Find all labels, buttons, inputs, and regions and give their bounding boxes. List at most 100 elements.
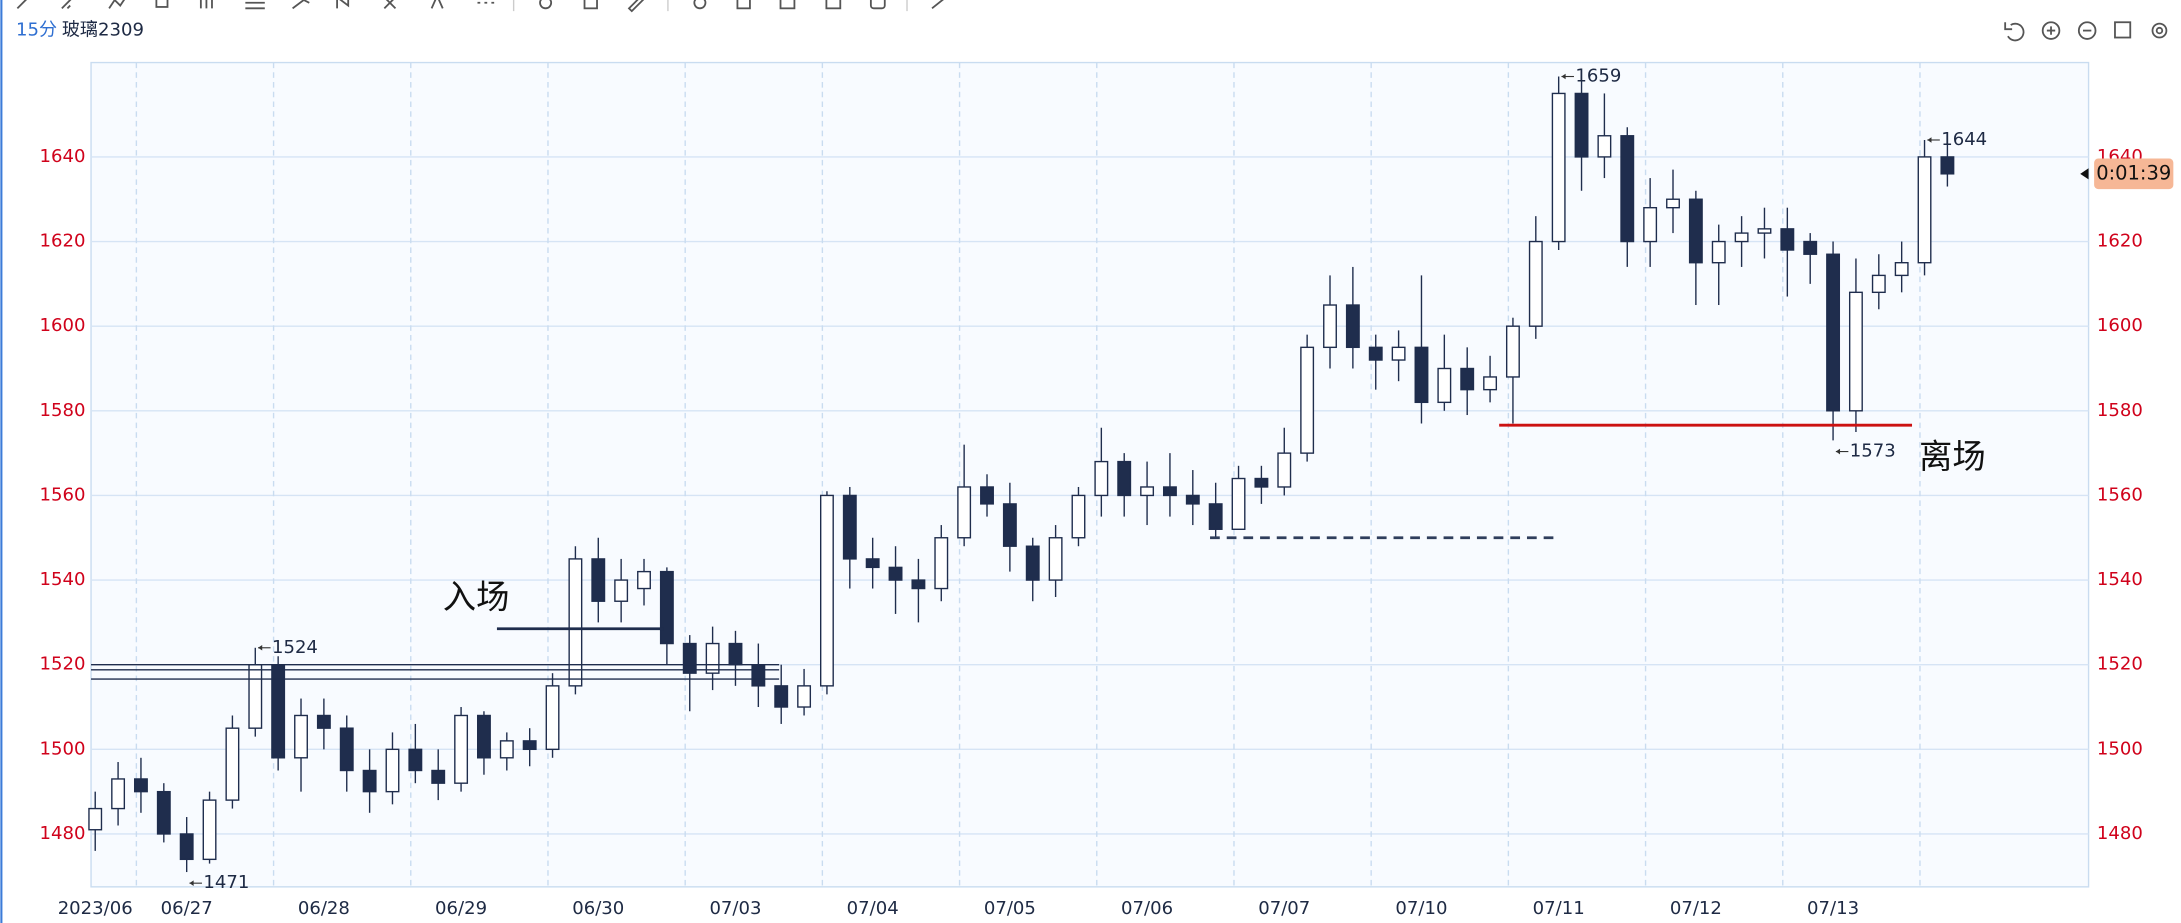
undo-button[interactable]: [2004, 22, 2025, 42]
y-tick-label: 1520: [40, 654, 86, 675]
candle-body: [88, 807, 103, 831]
candle-body: [911, 579, 926, 590]
extreme-label: 1659: [1575, 66, 1621, 87]
tool-icon[interactable]: [245, 1, 265, 10]
candle-body: [1917, 156, 1932, 264]
candle-body: [385, 748, 400, 793]
candle-body: [797, 685, 812, 708]
y-tick-label: 1620: [40, 231, 86, 252]
tool-icon[interactable]: [61, 0, 73, 9]
candle-body: [1528, 240, 1543, 327]
candle-body: [957, 486, 972, 539]
annotation: 离场: [1919, 437, 1986, 476]
candle-body: [1757, 228, 1772, 234]
tool-icon[interactable]: [583, 0, 598, 10]
candle-body: [705, 642, 720, 674]
candle-body: [934, 537, 949, 590]
y-tick-label-right: 1560: [2097, 484, 2143, 505]
x-tick-label: 07/12: [1670, 898, 1722, 919]
tool-icon[interactable]: [779, 0, 796, 10]
candle-body: [614, 579, 629, 602]
candle-body: [1574, 92, 1589, 158]
tool-icon[interactable]: [155, 0, 169, 8]
tool-icon[interactable]: [430, 0, 444, 9]
candle-body: [1048, 537, 1063, 581]
candle-body: [1025, 545, 1040, 581]
candle-body: [133, 778, 148, 793]
x-tick-label: 07/07: [1258, 898, 1310, 919]
candle-body: [659, 570, 674, 645]
candle-body: [1094, 460, 1109, 497]
candle-body: [111, 778, 126, 810]
settings-button[interactable]: [2151, 22, 2168, 39]
candle-body: [591, 558, 606, 602]
y-tick-label-right: 1600: [2097, 315, 2143, 336]
x-tick-label: 07/11: [1533, 898, 1585, 919]
tool-icon[interactable]: [627, 0, 645, 13]
tool-icon[interactable]: [383, 0, 397, 9]
candle-body: [179, 833, 194, 861]
candle-body: [1597, 135, 1612, 158]
tool-icon[interactable]: [336, 0, 350, 9]
candle-body: [842, 494, 857, 560]
tool-icon[interactable]: [869, 0, 886, 10]
candle-body: [1871, 274, 1886, 294]
countdown-box: [2094, 158, 2174, 190]
candle-body: [1711, 240, 1726, 264]
x-tick-label: 07/03: [709, 898, 761, 919]
extreme-label: 1471: [203, 872, 249, 893]
candle-body: [522, 740, 537, 751]
candle-body: [1323, 304, 1337, 349]
extreme-arrowhead: [189, 880, 194, 886]
x-tick-label: 07/06: [1121, 898, 1173, 919]
candle-body: [1208, 503, 1223, 530]
layout-button[interactable]: [2114, 21, 2132, 39]
tool-icon[interactable]: [292, 0, 310, 10]
y-tick-label-right: 1580: [2097, 400, 2143, 421]
extreme-label: 1573: [1850, 441, 1896, 462]
settings-icon: [2155, 26, 2164, 35]
candle-body: [1391, 346, 1406, 361]
candle-body: [1643, 206, 1658, 243]
candle-body: [431, 769, 446, 784]
tool-icon[interactable]: [539, 0, 553, 10]
extreme-label: 1524: [272, 637, 318, 658]
candle-body: [1826, 253, 1841, 412]
y-tick-label: 1560: [40, 484, 86, 505]
y-tick-label-right: 1620: [2097, 231, 2143, 252]
extreme-arrowhead: [1561, 73, 1566, 80]
candle-body: [1277, 452, 1292, 488]
period-label[interactable]: 15分: [16, 20, 57, 41]
extreme-arrowhead: [1835, 448, 1841, 455]
candle-body: [819, 494, 834, 687]
candle-body: [202, 799, 217, 861]
candle-body: [1414, 346, 1429, 404]
tool-icon[interactable]: [736, 0, 751, 10]
candle-body: [682, 642, 697, 674]
zoom-in-button[interactable]: [2041, 21, 2061, 40]
candle-body: [476, 714, 491, 759]
candle-body: [1894, 262, 1909, 277]
candle-body: [1002, 503, 1017, 547]
candle-body: [339, 727, 354, 772]
tool-icon[interactable]: [16, 0, 28, 9]
zoom-out-button[interactable]: [2077, 21, 2097, 40]
candle-body: [1254, 477, 1269, 488]
extreme-arrowhead: [1927, 137, 1932, 143]
y-tick-label-right: 1480: [2097, 823, 2143, 844]
y-tick-label-right: 1520: [2097, 654, 2143, 675]
tool-icon[interactable]: [108, 0, 126, 9]
tool-icon[interactable]: [693, 0, 707, 10]
candle-body: [1848, 291, 1863, 412]
x-tick-label: 06/28: [298, 898, 350, 919]
y-tick-label: 1600: [40, 315, 86, 336]
candle-body: [1300, 346, 1315, 454]
x-tick-label: 07/10: [1395, 898, 1447, 919]
candle-body: [545, 685, 560, 751]
tool-icon[interactable]: [825, 0, 842, 10]
tool-icon[interactable]: [199, 0, 213, 9]
candle-body: [408, 748, 423, 772]
candle-body: [1185, 494, 1200, 505]
tool-icon[interactable]: [931, 0, 946, 10]
candle-body: [1620, 135, 1635, 243]
